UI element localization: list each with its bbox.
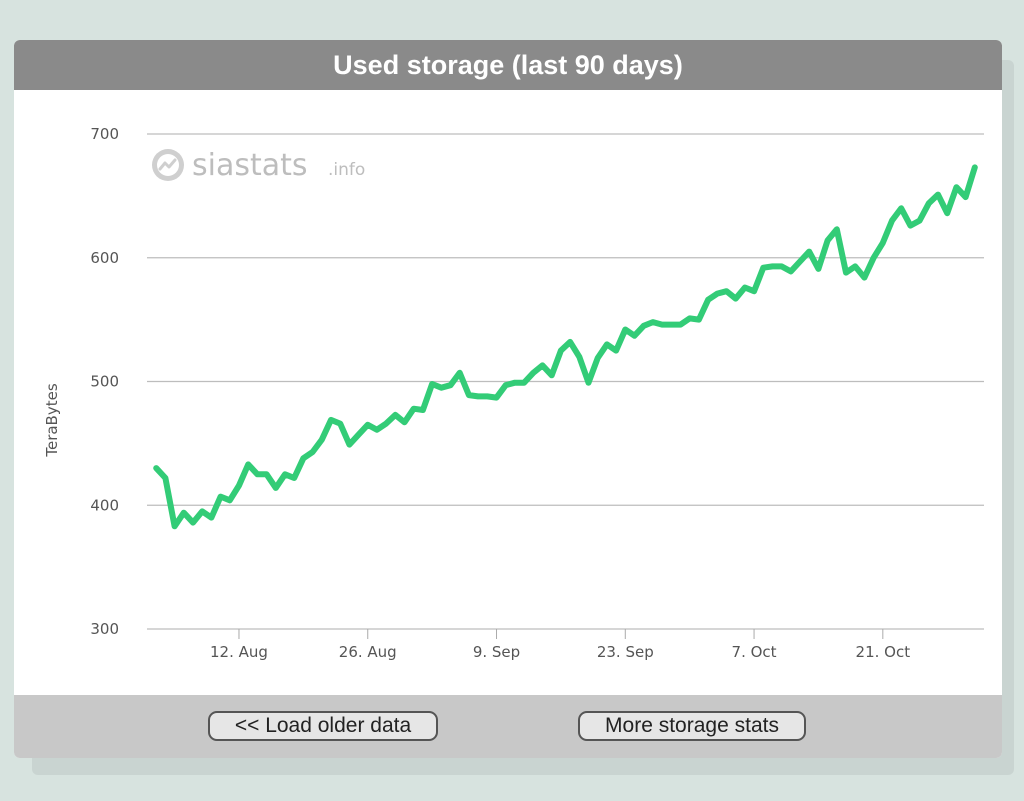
y-tick-label: 600 (90, 249, 119, 267)
chart-header: Used storage (last 90 days) (14, 40, 1002, 90)
x-tick-label: 21. Oct (856, 643, 911, 661)
x-tick-label: 7. Oct (732, 643, 777, 661)
y-tick-label: 500 (90, 373, 119, 391)
gridlines (147, 133, 984, 630)
chart-area: siastats .info 300 400 500 600 700 12. Aug 26… (14, 90, 1002, 695)
series-line (153, 164, 978, 530)
siastats-watermark: siastats .info (152, 148, 365, 183)
y-tick-label: 700 (90, 125, 119, 143)
trend-circle-icon (152, 149, 184, 181)
x-tick-label: 12. Aug (210, 643, 268, 661)
chart-footer: << Load older data More storage stats (14, 695, 1002, 758)
more-storage-stats-button[interactable]: More storage stats (578, 711, 806, 741)
x-axis: 12. Aug 26. Aug 9. Sep 23. Sep 7. Oct 21. Oct (210, 629, 910, 661)
chart-title: Used storage (last 90 days) (333, 49, 683, 80)
load-older-data-button[interactable]: << Load older data (208, 711, 438, 741)
watermark-brand: siastats (192, 148, 308, 183)
y-tick-label: 400 (90, 496, 119, 514)
y-axis-title: TeraBytes (43, 383, 61, 457)
storage-chart-card: Used storage (last 90 days) siastats .in… (14, 40, 1002, 758)
y-tick-label: 300 (90, 620, 119, 638)
x-tick-label: 23. Sep (597, 643, 654, 661)
y-axis-labels: 300 400 500 600 700 (90, 125, 119, 638)
x-tick-label: 26. Aug (339, 643, 397, 661)
x-tick-label: 9. Sep (473, 643, 520, 661)
watermark-suffix: .info (328, 160, 365, 180)
line-chart: siastats .info 300 400 500 600 700 12. Aug 26… (43, 125, 984, 661)
